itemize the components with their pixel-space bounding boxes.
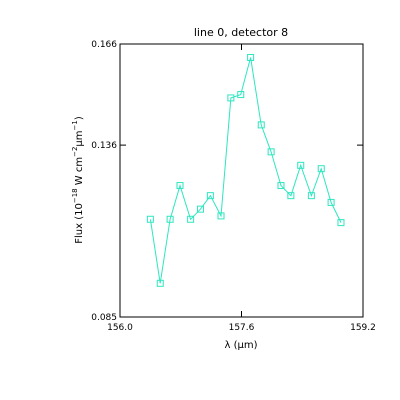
series-line xyxy=(149,57,342,284)
data-point-marker xyxy=(327,198,335,206)
chart-title: line 0, detector 8 xyxy=(194,26,288,39)
y-axis-label: Flux (10−18 W cm−2μm−1) xyxy=(71,116,85,244)
x-tick-label: 156.0 xyxy=(107,323,133,333)
x-tick-label: 157.6 xyxy=(229,323,255,333)
x-tick-label: 159.2 xyxy=(350,323,376,333)
data-point-marker xyxy=(217,212,225,220)
data-point-marker xyxy=(187,215,195,223)
data-point-marker xyxy=(166,215,174,223)
data-point-marker xyxy=(237,91,245,99)
data-point-marker xyxy=(287,192,295,200)
data-point-marker xyxy=(317,165,325,173)
data-point-marker xyxy=(297,161,305,169)
data-point-marker xyxy=(206,192,214,200)
data-point-marker xyxy=(257,121,265,129)
data-point-marker xyxy=(176,182,184,190)
x-axis-label: λ (μm) xyxy=(224,340,257,351)
plot-frame xyxy=(119,43,364,318)
data-point-marker xyxy=(337,219,345,227)
y-tick-label: 0.136 xyxy=(91,141,117,151)
x-axis: 156.0 157.6 159.2 xyxy=(107,44,376,333)
data-point-marker xyxy=(156,279,164,287)
y-axis: 0.085 0.136 0.166 xyxy=(91,40,363,323)
y-tick-label: 0.085 xyxy=(91,313,117,323)
data-point-marker xyxy=(196,205,204,213)
data-point-marker xyxy=(146,215,154,223)
data-point-marker xyxy=(307,192,315,200)
data-point-marker xyxy=(267,148,275,156)
data-point-marker xyxy=(247,53,255,61)
data-point-marker xyxy=(277,182,285,190)
data-point-marker xyxy=(227,94,235,102)
y-tick-label: 0.166 xyxy=(91,40,117,50)
data-series xyxy=(146,53,345,287)
